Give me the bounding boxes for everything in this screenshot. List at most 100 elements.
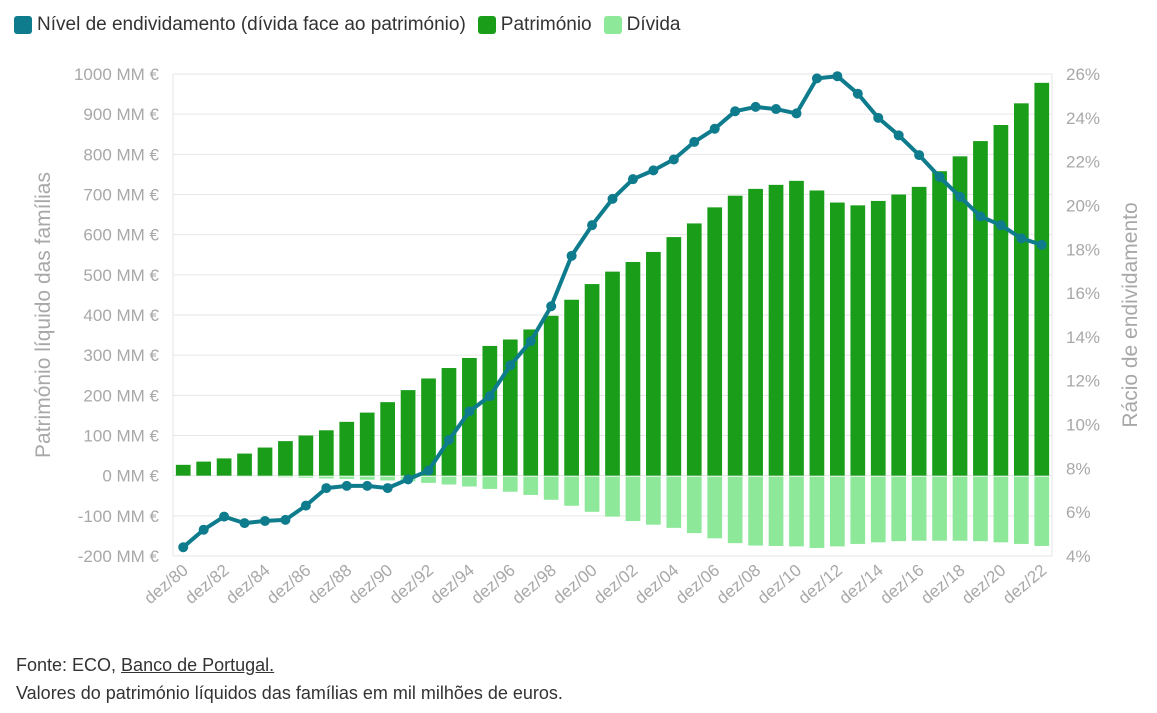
ratio-point — [750, 101, 761, 112]
ratio-point — [832, 71, 843, 82]
wealth-bar — [809, 190, 825, 476]
left-tick-label: 800 MM € — [83, 145, 159, 164]
debt-bar — [523, 476, 539, 495]
wealth-bar — [216, 458, 232, 476]
debt-bar — [789, 476, 804, 547]
x-tick-label: dez/84 — [222, 561, 273, 608]
right-tick-label: 22% — [1066, 153, 1100, 172]
x-tick-label: dez/86 — [263, 561, 314, 608]
wealth-bar — [482, 345, 498, 476]
debt-bar — [584, 476, 600, 512]
legend-label-ratio: Nível de endividamento (dívida face ao p… — [37, 14, 466, 35]
debt-bar — [339, 476, 355, 479]
ratio-point — [484, 391, 495, 402]
footer-note: Valores do património líquidos das famíl… — [16, 683, 563, 703]
left-tick-label: 200 MM € — [83, 386, 159, 405]
right-tick-label: 18% — [1066, 240, 1100, 259]
footer-source-link[interactable]: Banco de Portugal. — [121, 655, 275, 675]
left-tick-label: 900 MM € — [83, 105, 159, 124]
ratio-point — [341, 480, 352, 491]
debt-bar — [973, 476, 988, 542]
debt-bar — [686, 476, 702, 534]
x-axis-ticks: dez/80dez/82dez/84dez/86dez/88dez/90dez/… — [140, 561, 1050, 608]
legend-item-patrimonio[interactable]: Património — [477, 14, 592, 36]
ratio-point — [730, 106, 741, 117]
debt-bar — [421, 476, 436, 483]
wealth-bar — [298, 435, 314, 476]
legend-item-divida[interactable]: Dívida — [603, 14, 681, 36]
x-tick-label: dez/18 — [917, 561, 968, 608]
ratio-point — [627, 174, 638, 185]
legend-swatch-patrimonio — [477, 16, 496, 34]
wealth-bar — [400, 390, 416, 476]
ratio-point — [771, 104, 782, 115]
ratio-point — [811, 73, 822, 84]
debt-bar — [768, 476, 784, 546]
left-tick-label: 600 MM € — [83, 226, 159, 245]
debt-bar — [666, 476, 682, 528]
debt-bar — [625, 476, 641, 522]
wealth-bar — [441, 368, 457, 476]
wealth-bar — [870, 200, 886, 476]
chart-legend: Nível de endividamento (dívida face ao p… — [14, 14, 688, 36]
ratio-point — [995, 220, 1006, 231]
right-tick-label: 26% — [1066, 65, 1100, 84]
wealth-bar — [564, 299, 579, 476]
ratio-point — [689, 136, 700, 147]
ratio-point — [873, 112, 884, 123]
left-tick-label: 400 MM € — [83, 306, 159, 325]
wealth-bar — [175, 464, 191, 476]
debt-bar — [932, 476, 947, 541]
x-tick-label: dez/08 — [713, 561, 764, 608]
wealth-bar — [707, 207, 723, 476]
wealth-bar — [830, 202, 845, 476]
ratio-point — [791, 108, 802, 119]
x-tick-label: dez/22 — [999, 561, 1050, 608]
x-tick-label: dez/90 — [345, 561, 396, 608]
ratio-point — [1016, 233, 1027, 244]
wealth-bar — [278, 441, 293, 476]
wealth-bar — [257, 447, 273, 476]
x-tick-label: dez/06 — [672, 561, 723, 608]
left-axis-title: Património líquido das famílias — [32, 172, 55, 458]
debt-bars — [237, 476, 1050, 548]
legend-item-ratio[interactable]: Nível de endividamento (dívida face ao p… — [14, 14, 466, 36]
wealth-bar — [421, 378, 436, 476]
ratio-point — [955, 191, 966, 202]
x-tick-label: dez/16 — [876, 561, 927, 608]
ratio-point — [893, 130, 904, 141]
debt-bar — [1034, 476, 1050, 546]
legend-label-divida: Dívida — [626, 14, 681, 35]
wealth-bar — [646, 251, 661, 476]
ratio-point — [239, 518, 250, 529]
debt-bar — [911, 476, 927, 541]
ratio-point — [587, 220, 598, 231]
ratio-point — [668, 154, 679, 165]
debt-bar — [727, 476, 743, 544]
wealth-bar — [380, 402, 395, 476]
debt-bar — [605, 476, 620, 517]
ratio-point — [505, 360, 516, 371]
ratio-point — [546, 301, 557, 312]
ratio-point — [525, 336, 536, 347]
debt-bar — [502, 476, 518, 492]
right-tick-label: 8% — [1066, 459, 1091, 478]
ratio-point — [443, 434, 454, 445]
ratio-point — [178, 542, 189, 553]
left-tick-label: 1000 MM € — [74, 65, 160, 84]
debt-bar — [359, 476, 375, 480]
right-tick-label: 12% — [1066, 372, 1100, 391]
debt-bar — [543, 476, 559, 500]
x-tick-label: dez/02 — [590, 561, 641, 608]
right-tick-label: 4% — [1066, 547, 1091, 566]
wealth-bar — [1034, 82, 1050, 476]
left-axis-ticks: 1000 MM € 900 MM € 800 MM € 700 MM € 600 MM … — [74, 65, 160, 566]
x-tick-label: dez/04 — [631, 561, 682, 608]
ratio-point — [648, 165, 659, 176]
debt-bar — [891, 476, 907, 542]
wealth-bar — [339, 421, 355, 476]
x-tick-label: dez/10 — [754, 561, 805, 608]
wealth-bar — [584, 284, 600, 476]
debt-bar — [278, 476, 293, 478]
right-tick-label: 10% — [1066, 416, 1100, 435]
